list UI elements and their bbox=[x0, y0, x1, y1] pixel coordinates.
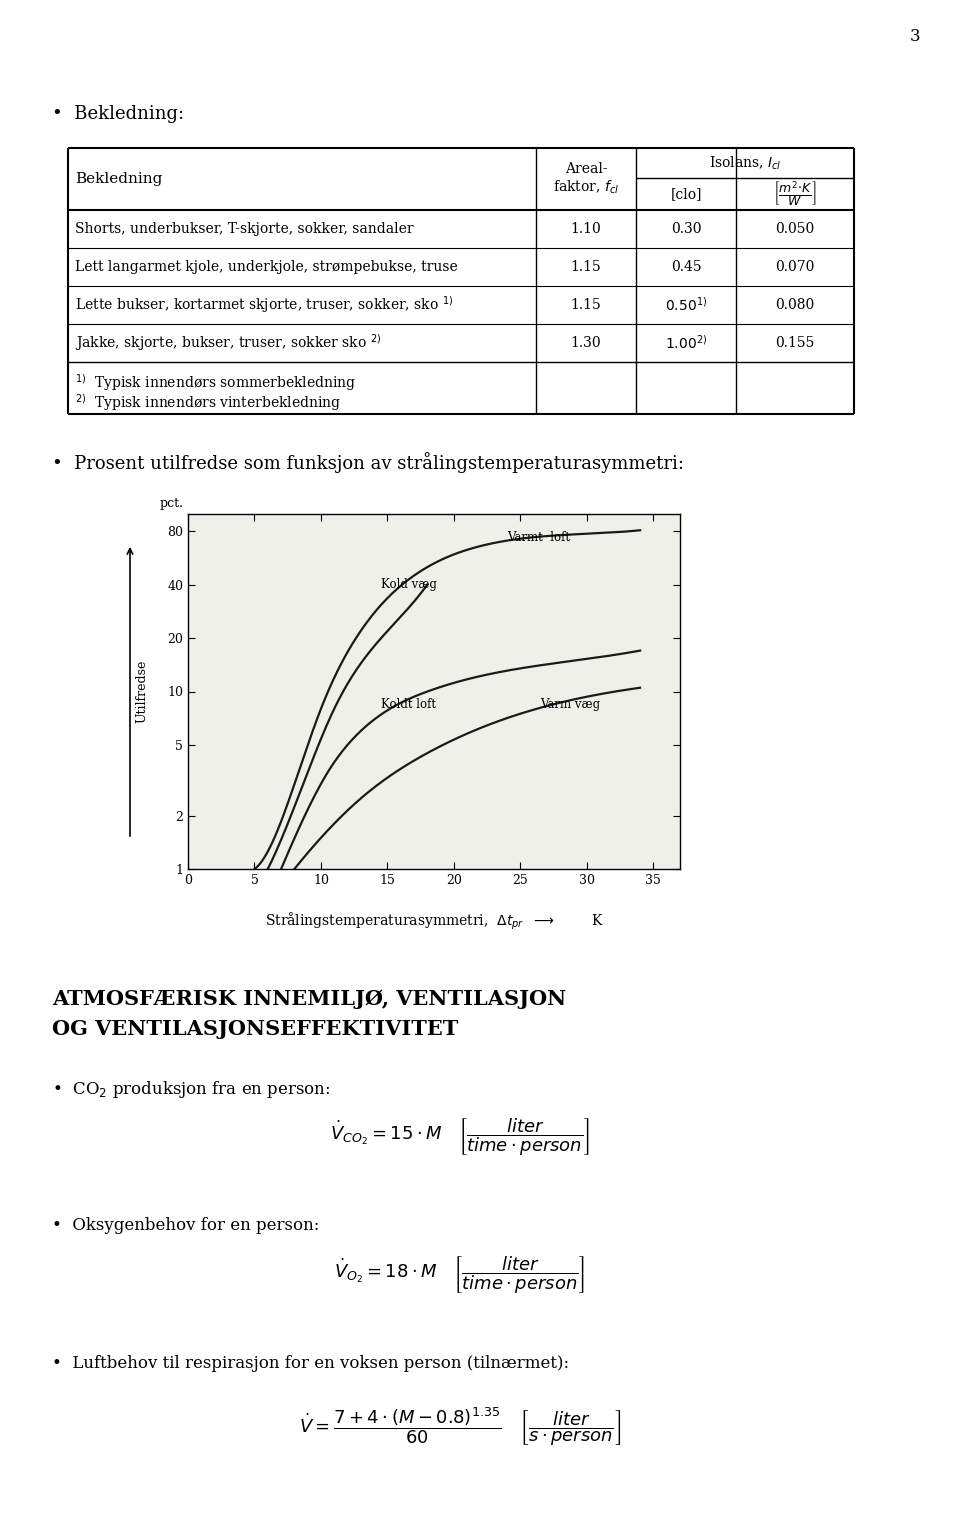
Text: Kold væg: Kold væg bbox=[381, 578, 437, 591]
Text: •  Prosent utilfredse som funksjon av strålingstemperaturasymmetri:: • Prosent utilfredse som funksjon av str… bbox=[52, 452, 684, 473]
Text: $1.00^{2)}$: $1.00^{2)}$ bbox=[665, 333, 708, 352]
Text: Koldt loft: Koldt loft bbox=[381, 697, 436, 711]
Text: •  Luftbehov til respirasjon for en voksen person (tilnærmet):: • Luftbehov til respirasjon for en vokse… bbox=[52, 1355, 569, 1371]
Text: Varmt  loft: Varmt loft bbox=[507, 531, 570, 543]
Text: 0.45: 0.45 bbox=[671, 260, 702, 274]
Text: 0.080: 0.080 bbox=[776, 298, 815, 312]
Text: $\dot{V} = \dfrac{7 + 4 \cdot (M - 0.8)^{1.35}}{60} \quad \left[\dfrac{liter}{s : $\dot{V} = \dfrac{7 + 4 \cdot (M - 0.8)^… bbox=[299, 1406, 621, 1449]
Text: 0.070: 0.070 bbox=[776, 260, 815, 274]
Text: •  Bekledning:: • Bekledning: bbox=[52, 105, 184, 123]
Text: Isolans, $I_{cl}$: Isolans, $I_{cl}$ bbox=[708, 154, 781, 172]
Text: pct.: pct. bbox=[160, 498, 184, 510]
Text: [clo]: [clo] bbox=[670, 187, 702, 201]
Text: Bekledning: Bekledning bbox=[75, 172, 162, 186]
Text: $\dot{V}_{CO_2} = 15 \cdot M \quad \left[\dfrac{liter}{time \cdot person}\right]: $\dot{V}_{CO_2} = 15 \cdot M \quad \left… bbox=[330, 1116, 590, 1158]
Text: Shorts, underbukser, T-skjorte, sokker, sandaler: Shorts, underbukser, T-skjorte, sokker, … bbox=[75, 222, 414, 236]
Text: 1.10: 1.10 bbox=[570, 222, 601, 236]
Text: 0.050: 0.050 bbox=[776, 222, 815, 236]
Text: 1.15: 1.15 bbox=[570, 298, 601, 312]
Text: $^{2)}$  Typisk innendørs vinterbekledning: $^{2)}$ Typisk innendørs vinterbeklednin… bbox=[75, 393, 341, 412]
Text: 1.30: 1.30 bbox=[570, 336, 601, 350]
Text: •  CO$_2$ produksjon fra en person:: • CO$_2$ produksjon fra en person: bbox=[52, 1079, 330, 1100]
Text: $\dot{V}_{O_2} = 18 \cdot M \quad \left[\dfrac{liter}{time \cdot person}\right]$: $\dot{V}_{O_2} = 18 \cdot M \quad \left[… bbox=[334, 1254, 586, 1295]
Text: 0.155: 0.155 bbox=[776, 336, 815, 350]
Text: 3: 3 bbox=[910, 27, 921, 46]
Text: Strålingstemperaturasymmetri,  $\Delta t_{pr}$  $\longrightarrow$        K: Strålingstemperaturasymmetri, $\Delta t_… bbox=[265, 910, 604, 931]
Text: 0.30: 0.30 bbox=[671, 222, 701, 236]
Text: OG VENTILASJONSEFFEKTIVITET: OG VENTILASJONSEFFEKTIVITET bbox=[52, 1020, 458, 1040]
Text: •  Oksygenbehov for en person:: • Oksygenbehov for en person: bbox=[52, 1218, 320, 1234]
Text: Lett langarmet kjole, underkjole, strømpebukse, truse: Lett langarmet kjole, underkjole, strømp… bbox=[75, 260, 458, 274]
Text: Jakke, skjorte, bukser, truser, sokker sko $^{2)}$: Jakke, skjorte, bukser, truser, sokker s… bbox=[75, 332, 381, 353]
Text: ATMOSFÆRISK INNEMILJØ, VENTILASJON: ATMOSFÆRISK INNEMILJØ, VENTILASJON bbox=[52, 989, 566, 1009]
Text: $\left[\dfrac{m^2{\cdot}K}{W}\right]$: $\left[\dfrac{m^2{\cdot}K}{W}\right]$ bbox=[773, 180, 817, 209]
Text: $0.50^{1)}$: $0.50^{1)}$ bbox=[665, 297, 708, 314]
Text: Areal-
faktor, $f_{cl}$: Areal- faktor, $f_{cl}$ bbox=[553, 161, 619, 196]
Text: $^{1)}$  Typisk innendørs sommerbekledning: $^{1)}$ Typisk innendørs sommerbeklednin… bbox=[75, 371, 356, 393]
Text: Utilfredse: Utilfredse bbox=[135, 661, 149, 723]
Text: Lette bukser, kortarmet skjorte, truser, sokker, sko $^{1)}$: Lette bukser, kortarmet skjorte, truser,… bbox=[75, 295, 453, 315]
Text: Varm væg: Varm væg bbox=[540, 697, 601, 711]
Text: 1.15: 1.15 bbox=[570, 260, 601, 274]
